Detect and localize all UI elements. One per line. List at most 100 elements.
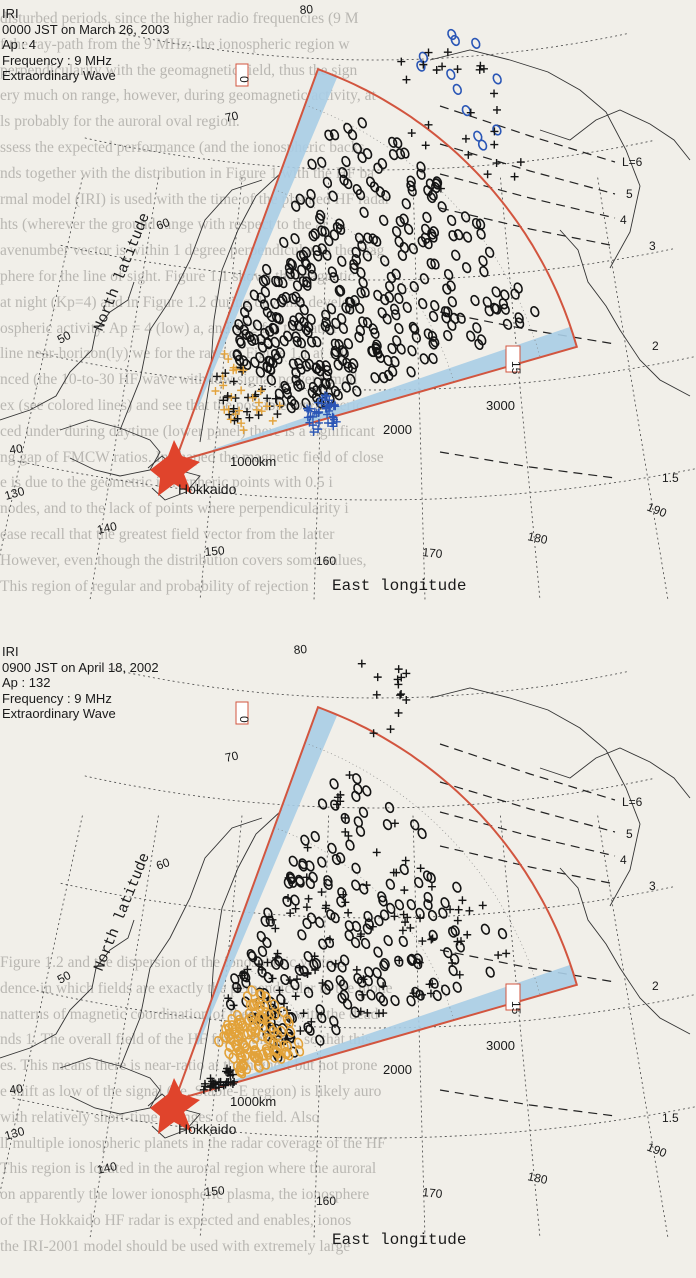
echo-point xyxy=(339,954,350,966)
echo-point-cross xyxy=(245,413,254,422)
echo-point-cross xyxy=(275,401,284,410)
echo-point xyxy=(261,1044,272,1056)
echo-point-cross xyxy=(239,366,248,375)
l-shell-label-1-5: 1.5 xyxy=(662,1111,679,1125)
echo-point xyxy=(393,137,403,149)
echo-point xyxy=(249,333,260,345)
echo-point-cross xyxy=(254,411,263,420)
echo-point-cross xyxy=(271,924,280,933)
echo-point-cross xyxy=(510,172,519,181)
echo-point xyxy=(299,316,309,328)
echo-point-cross xyxy=(243,407,252,416)
parallel-line xyxy=(12,459,696,501)
echo-point xyxy=(343,177,353,190)
radar-site-label: Hokkaido xyxy=(178,1121,237,1137)
echo-point xyxy=(443,947,453,959)
echo-point xyxy=(315,359,326,372)
echo-point-cross xyxy=(326,402,335,411)
lon-label-140: 140 xyxy=(96,519,119,537)
echo-point xyxy=(306,336,317,348)
echo-point-cross xyxy=(231,394,240,403)
echo-point-cross xyxy=(443,48,452,57)
echo-point xyxy=(269,1008,280,1021)
background-text-line: line near-horizon(ly) we for the rays of… xyxy=(0,345,344,363)
echo-point xyxy=(234,319,244,331)
echo-point xyxy=(351,879,361,891)
echo-point-cross xyxy=(394,708,403,717)
echo-point xyxy=(408,243,418,255)
echo-point xyxy=(452,881,462,893)
x-axis-title: East longitude xyxy=(332,577,466,595)
background-paper-text-bottom: Figure 1.2 and the dispersion of the ion… xyxy=(0,950,696,1260)
echo-point xyxy=(500,303,510,315)
echo-point xyxy=(354,302,365,314)
echo-point-cross xyxy=(407,129,416,138)
meridian-line xyxy=(0,177,83,557)
echo-point-cross xyxy=(516,158,525,167)
background-text-line: disturbed periods, since the higher radi… xyxy=(0,10,359,27)
echo-point xyxy=(350,936,361,949)
echo-point xyxy=(283,330,293,342)
echo-point xyxy=(472,322,482,334)
background-text-line: ery much on range, however, during geoma… xyxy=(0,87,376,105)
echo-point xyxy=(329,778,339,790)
echo-point xyxy=(390,994,400,1007)
echo-point-cross xyxy=(211,1080,220,1089)
echo-point xyxy=(406,175,416,187)
echo-point xyxy=(246,949,257,961)
echo-point xyxy=(461,105,472,117)
echo-point-cross xyxy=(231,410,240,419)
echo-point xyxy=(260,274,271,286)
y-axis-title: North latitude xyxy=(91,211,154,334)
beam-15-band xyxy=(212,964,577,1089)
echo-point xyxy=(290,200,301,212)
echo-point xyxy=(478,255,488,267)
echo-point xyxy=(399,241,410,254)
echo-point xyxy=(321,360,332,372)
background-text-line: f the ray-path from the 9 MHz; the ionos… xyxy=(0,35,350,53)
l-shell-label-5: 5 xyxy=(626,187,633,201)
echo-point-cross xyxy=(229,377,238,386)
echo-point xyxy=(437,201,447,213)
echo-point-cross xyxy=(478,901,487,910)
echo-point xyxy=(451,249,461,261)
echo-point xyxy=(324,324,335,336)
echo-point xyxy=(262,263,272,276)
echo-point xyxy=(357,240,367,252)
echo-point xyxy=(298,276,309,288)
echo-point xyxy=(301,324,311,336)
echo-point-cross xyxy=(206,1083,215,1092)
range-arc xyxy=(274,827,455,1021)
echo-point xyxy=(466,330,476,342)
echo-point xyxy=(352,773,362,785)
echo-point xyxy=(452,83,462,95)
echo-point-cross xyxy=(392,868,401,877)
echo-point xyxy=(379,960,389,972)
echo-point xyxy=(394,899,405,911)
parallel-line xyxy=(12,1097,696,1139)
l-shell-line xyxy=(439,743,616,801)
echo-point-cross xyxy=(502,949,511,958)
coastline-segment xyxy=(119,817,263,1069)
echo-point-cross xyxy=(237,971,246,980)
echo-point xyxy=(373,162,383,174)
fov-outer-band xyxy=(313,707,577,988)
echo-point xyxy=(270,958,281,970)
echo-point xyxy=(338,167,348,179)
echo-point xyxy=(306,262,316,274)
coastline-segment xyxy=(0,281,135,421)
echo-point xyxy=(460,211,471,223)
lat-label-40: 40 xyxy=(8,1081,23,1097)
echo-point-cross xyxy=(461,134,470,143)
echo-point xyxy=(344,303,355,315)
echo-point xyxy=(290,233,300,245)
echo-point-cross xyxy=(243,965,252,974)
echo-point-cross xyxy=(403,913,412,922)
coastline-segment xyxy=(59,419,161,477)
echo-point xyxy=(305,1024,315,1036)
radar-field-of-view xyxy=(150,63,579,496)
echo-point-cross xyxy=(448,959,457,968)
parallel-line xyxy=(108,668,630,699)
echo-point xyxy=(264,325,275,337)
lat-label-40: 40 xyxy=(8,441,23,457)
